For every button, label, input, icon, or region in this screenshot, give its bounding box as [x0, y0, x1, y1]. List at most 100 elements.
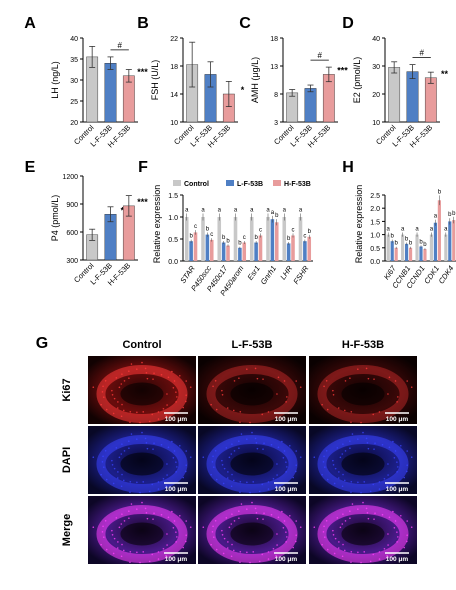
cell-signal	[231, 543, 233, 546]
cell-signal	[360, 421, 362, 424]
cell-signal	[100, 403, 102, 406]
cell-signal	[221, 459, 223, 462]
cell-signal	[321, 403, 323, 406]
tissue-ring	[317, 365, 409, 423]
cell-signal	[221, 529, 223, 532]
y-tick-label: 0.5	[168, 237, 178, 244]
lumen	[341, 522, 385, 546]
cell-signal	[157, 558, 160, 560]
cell-signal	[166, 463, 168, 465]
bar-l-f-53b	[205, 234, 210, 261]
cell-signal	[129, 421, 131, 424]
group-label: b	[189, 234, 193, 240]
cell-signal	[102, 385, 104, 388]
cell-signal	[337, 547, 340, 549]
cell-signal	[246, 368, 248, 371]
cell-signal	[118, 386, 121, 389]
cell-signal	[175, 391, 177, 393]
cell-signal	[128, 370, 130, 372]
cell-signal	[337, 477, 340, 479]
scale-bar-label: 100 μm	[275, 416, 298, 423]
cell-signal	[406, 534, 408, 537]
group-label: c	[243, 235, 246, 241]
cell-signal	[178, 444, 181, 447]
bar-control	[184, 217, 189, 261]
cell-signal	[165, 484, 167, 487]
cell-signal	[210, 403, 212, 406]
bar-control	[429, 234, 434, 261]
cell-signal	[337, 407, 340, 409]
cell-signal	[381, 443, 384, 446]
x-tick-label: CDK4	[437, 264, 456, 286]
cell-signal	[277, 446, 280, 449]
legend-swatch	[173, 180, 181, 186]
cell-signal	[120, 453, 123, 455]
panel-letter-g: G	[36, 335, 48, 352]
scale-bar-label: 100 μm	[275, 556, 298, 563]
cell-signal	[173, 520, 176, 522]
y-tick-label: 3	[274, 120, 278, 127]
cell-signal	[258, 560, 261, 563]
micrograph-dapi-control: 100 μm	[88, 426, 196, 494]
cell-signal	[258, 490, 261, 493]
cell-signal	[344, 520, 347, 522]
cell-signal	[171, 440, 173, 443]
group-label: b	[419, 239, 423, 245]
cell-signal	[145, 371, 148, 374]
group-label: a	[444, 226, 448, 232]
cell-signal	[391, 417, 394, 420]
cell-signal	[171, 510, 173, 513]
cell-signal	[323, 525, 325, 528]
cell-signal	[325, 379, 328, 382]
cell-signal	[286, 396, 288, 398]
cell-signal	[223, 537, 226, 540]
cell-signal	[211, 461, 214, 463]
cell-signal	[222, 482, 225, 485]
cell-signal	[166, 544, 168, 546]
cell-signal	[251, 501, 253, 504]
group-label: a	[299, 207, 303, 213]
lumen	[341, 452, 385, 476]
cell-signal	[351, 433, 354, 435]
cell-signal	[117, 471, 119, 473]
cell-signal	[105, 548, 108, 551]
cell-signal	[162, 547, 165, 550]
cell-signal	[334, 467, 337, 470]
cell-signal	[365, 507, 368, 510]
cell-signal	[185, 394, 187, 397]
cell-signal	[261, 553, 264, 556]
scale-bar-label: 100 μm	[275, 486, 298, 493]
group-label: a	[201, 207, 205, 213]
cell-signal	[92, 456, 95, 459]
cell-signal	[225, 447, 228, 449]
cell-signal	[313, 526, 316, 529]
cell-signal	[357, 368, 359, 371]
cell-signal	[123, 450, 126, 452]
row-header: DAPI	[61, 447, 73, 473]
cell-signal	[256, 447, 259, 450]
cell-signal	[350, 551, 353, 553]
cell-signal	[326, 408, 329, 411]
cell-signal	[326, 478, 329, 481]
y-axis-label: Relative expression	[354, 185, 364, 264]
cell-signal	[152, 518, 154, 520]
cell-signal	[212, 466, 215, 468]
cell-signal	[102, 396, 105, 398]
cell-signal	[238, 440, 240, 442]
cell-signal	[388, 376, 391, 379]
cell-signal	[388, 516, 391, 519]
cell-signal	[399, 444, 402, 447]
cell-signal	[367, 377, 370, 380]
cell-signal	[397, 396, 399, 398]
cell-signal	[267, 481, 270, 483]
cell-signal	[157, 481, 160, 483]
group-label: b	[423, 242, 427, 248]
cell-signal	[239, 481, 242, 483]
tissue-ring	[96, 365, 188, 423]
cell-signal	[239, 421, 241, 424]
cell-signal	[276, 533, 278, 535]
cell-signal	[222, 552, 225, 555]
group-label: c	[210, 232, 213, 238]
cell-signal	[344, 450, 347, 452]
cell-signal	[178, 514, 181, 517]
